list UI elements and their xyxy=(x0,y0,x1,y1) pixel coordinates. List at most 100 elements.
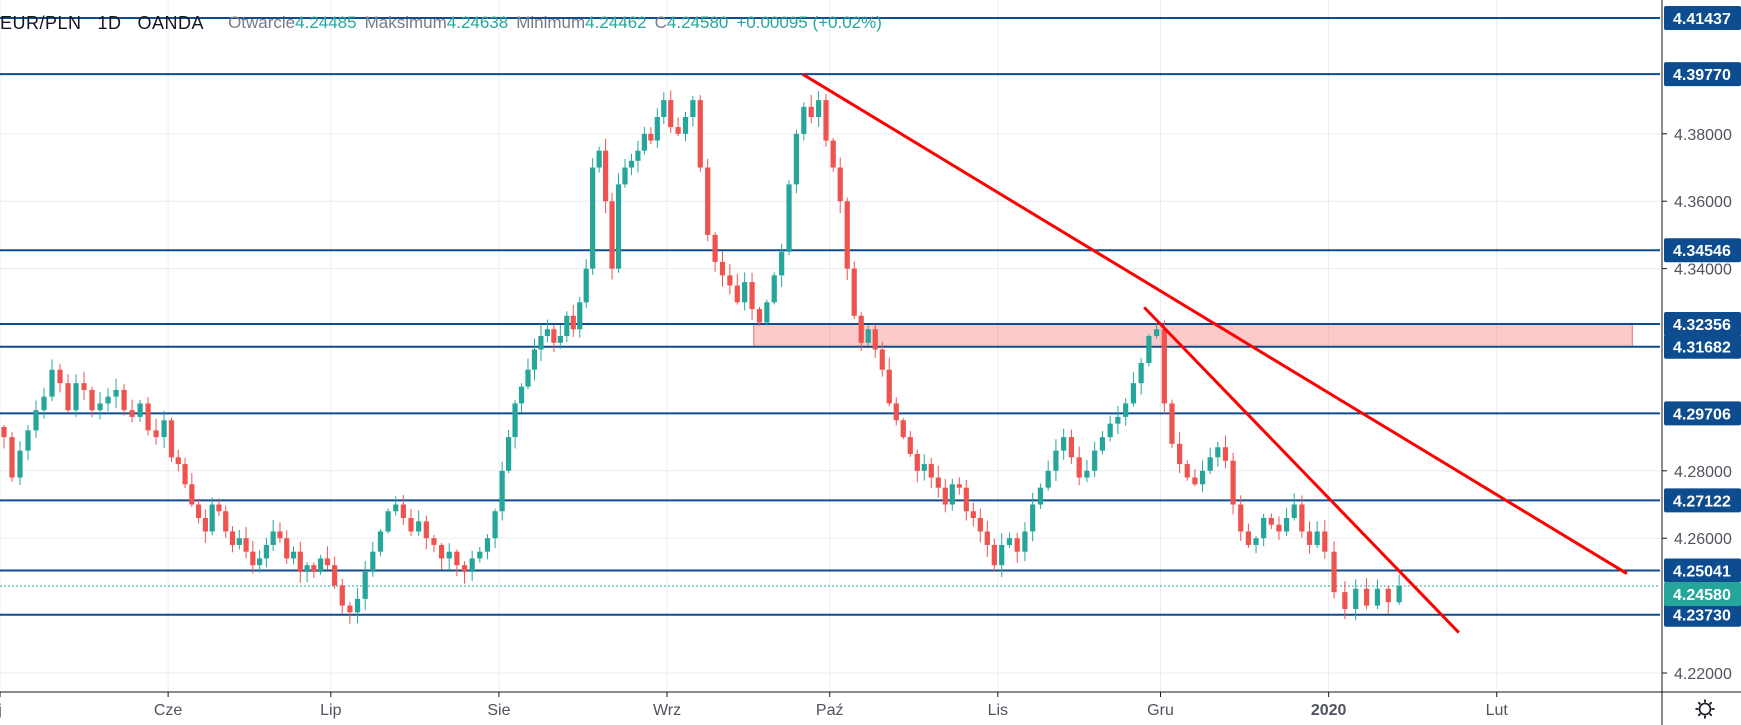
candle-body-96 xyxy=(690,100,696,117)
level-label-0-bg xyxy=(1664,6,1741,30)
candlestick-series xyxy=(1,90,1402,624)
candle-body-180 xyxy=(1314,531,1320,545)
candle-body-106 xyxy=(764,302,770,323)
candle-body-134 xyxy=(963,487,969,512)
candle-body-94 xyxy=(675,127,681,134)
candle-body-45 xyxy=(332,565,338,586)
candle-body-176 xyxy=(1283,517,1290,532)
candle-body-99 xyxy=(712,234,718,262)
candle-body-30 xyxy=(229,531,236,545)
candle-body-37 xyxy=(277,531,283,539)
candle-body-29 xyxy=(223,511,229,532)
candle-body-46 xyxy=(339,585,345,606)
candle-body-86 xyxy=(622,167,628,185)
candle-body-111 xyxy=(801,106,807,134)
candle-body-136 xyxy=(977,517,983,532)
candle-body-81 xyxy=(590,167,596,269)
candle-body-4 xyxy=(33,410,39,431)
candle-body-31 xyxy=(236,538,242,545)
candle-body-159 xyxy=(1154,329,1160,337)
candle-body-72 xyxy=(531,349,538,370)
candle-body-26 xyxy=(202,517,208,532)
candle-body-166 xyxy=(1207,457,1213,471)
candle-body-133 xyxy=(956,484,962,488)
candle-body-20 xyxy=(161,420,167,438)
candle-body-173 xyxy=(1261,517,1267,539)
candle-body-74 xyxy=(544,329,551,337)
change-value: +0.00095 (+0.02%) xyxy=(736,13,882,32)
candle-body-58 xyxy=(431,538,437,545)
candle-body-43 xyxy=(318,558,324,572)
zone-rect xyxy=(753,323,1633,348)
level-label-6-bg xyxy=(1664,488,1741,513)
candle-body-181 xyxy=(1322,531,1328,552)
open-value: 4.24485 xyxy=(295,13,357,32)
candle-body-101 xyxy=(727,275,733,286)
candle-body-127 xyxy=(914,453,920,471)
candle-body-118 xyxy=(851,268,857,316)
level-label-2: 4.34546 xyxy=(1673,243,1731,260)
low-value: 4.24462 xyxy=(585,13,647,32)
candle-body-78 xyxy=(570,315,576,330)
level-label-8: 4.23730 xyxy=(1673,608,1731,625)
candle-body-60 xyxy=(446,551,452,559)
candle-body-177 xyxy=(1291,504,1297,518)
candle-body-186 xyxy=(1374,588,1381,606)
candle-body-123 xyxy=(886,369,892,404)
candle-body-115 xyxy=(830,140,836,168)
candle-body-59 xyxy=(439,544,445,559)
candle-body-44 xyxy=(324,558,331,566)
current-price-label-bg xyxy=(1664,582,1741,607)
price-tick-label-5: 4.38000 xyxy=(1674,127,1732,144)
level-label-8-bg xyxy=(1664,602,1741,627)
time-tick-label-6: Lis xyxy=(988,702,1008,719)
candle-body-155 xyxy=(1123,403,1129,417)
candle-body-161 xyxy=(1169,403,1175,444)
candle-body-162 xyxy=(1177,443,1183,465)
candle-body-15 xyxy=(121,389,127,411)
candle-body-13 xyxy=(105,396,111,404)
candle-body-144 xyxy=(1037,487,1044,505)
candle-body-61 xyxy=(454,551,460,566)
candle-body-2 xyxy=(17,450,23,478)
candle-body-54 xyxy=(400,504,406,518)
candle-body-129 xyxy=(928,464,934,478)
candle-body-124 xyxy=(893,403,899,421)
candle-body-3 xyxy=(25,430,31,451)
chart-grid xyxy=(0,0,1660,692)
candle-body-52 xyxy=(385,511,391,532)
interval-label[interactable]: 1D xyxy=(97,12,122,33)
candle-body-76 xyxy=(557,336,563,343)
candle-body-165 xyxy=(1199,470,1206,485)
trendlines xyxy=(801,72,1628,634)
candle-body-24 xyxy=(189,484,195,505)
gear-icon[interactable] xyxy=(1692,696,1718,722)
candle-body-143 xyxy=(1030,504,1036,532)
candle-body-113 xyxy=(816,100,822,117)
candle-body-188 xyxy=(1396,586,1402,603)
candle-body-151 xyxy=(1092,450,1098,471)
candle-body-55 xyxy=(408,517,414,532)
candle-body-184 xyxy=(1353,588,1359,609)
level-label-4: 4.31682 xyxy=(1673,340,1731,357)
candle-body-18 xyxy=(145,403,151,431)
low-label: Minimum xyxy=(516,13,586,32)
candle-body-138 xyxy=(991,544,997,566)
open-label: Otwarcie xyxy=(228,13,296,32)
candle-body-126 xyxy=(907,437,913,454)
level-label-5-bg xyxy=(1664,401,1741,426)
candle-body-67 xyxy=(499,470,505,512)
candle-body-66 xyxy=(492,511,498,539)
candle-body-93 xyxy=(668,100,674,128)
candle-body-23 xyxy=(182,464,188,485)
candle-body-147 xyxy=(1061,437,1067,451)
symbol-label[interactable]: EUR/PLN xyxy=(0,12,82,33)
candle-body-8 xyxy=(65,383,71,411)
candle-body-21 xyxy=(168,420,175,458)
time-tick-label-8: 2020 xyxy=(1311,702,1347,719)
candle-body-28 xyxy=(216,504,222,512)
candle-body-100 xyxy=(719,261,726,276)
time-axis[interactable]: j Cze Lip Sie Wrz Paź Lis Gru 2020 Lut xyxy=(0,692,1508,719)
